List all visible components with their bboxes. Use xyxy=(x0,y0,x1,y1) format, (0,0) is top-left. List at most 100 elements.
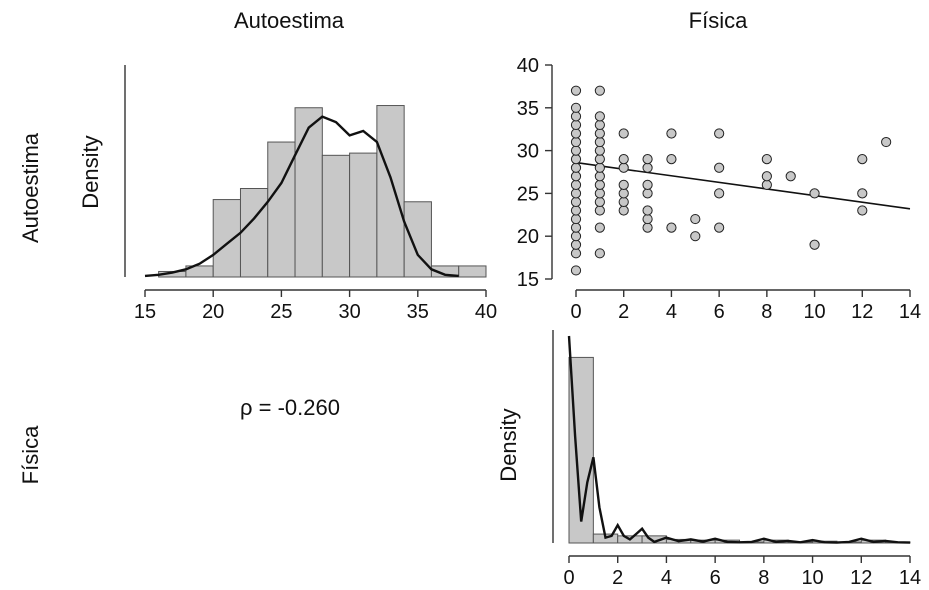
scatter-point xyxy=(570,136,582,148)
histogram-bar xyxy=(212,199,241,278)
scatter-point xyxy=(642,205,653,216)
x-tick-label: 40 xyxy=(475,301,497,323)
scatter-point xyxy=(570,171,582,182)
scatter-point xyxy=(570,179,582,190)
scatter-point xyxy=(618,162,629,173)
scatter-point xyxy=(570,265,582,276)
y-tick-label: 35 xyxy=(517,98,539,120)
correlation-coefficient: ρ = -0.260 xyxy=(240,395,340,420)
x-tick-label: 12 xyxy=(850,567,872,589)
x-tick-label: 15 xyxy=(134,301,156,323)
scatter-point xyxy=(618,205,629,216)
scatter-point xyxy=(570,119,582,131)
scatter-point xyxy=(857,154,868,165)
scatter-point xyxy=(881,136,892,148)
scatter-point xyxy=(570,145,582,156)
scatter-point xyxy=(570,213,582,225)
x-tick-label: 6 xyxy=(714,301,725,323)
scatter-point xyxy=(594,205,605,216)
column-title-autoestima: Autoestima xyxy=(234,8,345,33)
scatter-point xyxy=(785,171,796,182)
x-tick-label: 4 xyxy=(661,567,672,589)
scatter-point xyxy=(690,231,701,242)
x-tick-label: 30 xyxy=(338,301,360,323)
density-ylabel: Density xyxy=(78,135,103,208)
scatter-point xyxy=(570,85,582,96)
x-tick-label: 2 xyxy=(618,301,629,323)
histogram-bar xyxy=(458,265,487,278)
scatter-point xyxy=(570,128,582,139)
scatter-point xyxy=(594,248,605,259)
scatter-point xyxy=(570,162,582,173)
scatter-point xyxy=(594,128,605,139)
x-tick-label: 10 xyxy=(803,301,825,323)
scatter-point xyxy=(714,222,725,233)
scatter-point xyxy=(594,179,605,190)
scatter-point xyxy=(594,145,605,156)
scatter-panel: 15 20 25 30 35 40 0 2 4 6 8 10 12 14 xyxy=(517,55,921,323)
x-tick-label: 2 xyxy=(612,567,623,589)
x-tick-label: 8 xyxy=(758,567,769,589)
scatter-point xyxy=(570,248,582,259)
regression-line xyxy=(575,161,911,210)
scatter-point xyxy=(642,162,653,173)
scatter-point xyxy=(857,188,868,199)
x-tick-label: 20 xyxy=(202,301,224,323)
scatter-point xyxy=(642,222,653,233)
scatter-point xyxy=(666,222,677,233)
scatter-point xyxy=(594,119,605,131)
scatter-point xyxy=(594,136,605,148)
scatter-point xyxy=(618,154,629,165)
y-tick-label: 30 xyxy=(517,141,539,163)
scatter-point xyxy=(594,111,605,122)
scatter-point xyxy=(570,239,582,250)
scatter-point xyxy=(618,128,629,139)
scatter-point xyxy=(809,188,820,199)
x-tick-label: 10 xyxy=(801,567,823,589)
scatter-point xyxy=(594,85,605,96)
scatter-point xyxy=(642,213,653,225)
y-tick-label: 40 xyxy=(517,55,539,77)
density-curve xyxy=(144,115,459,278)
scatter-point xyxy=(570,231,582,242)
histogram-fisica-panel: Density 0 2 4 6 8 10 12 14 xyxy=(496,330,921,589)
y-tick-label: 15 xyxy=(517,269,539,291)
x-tick-label: 6 xyxy=(710,567,721,589)
y-tick-label: 25 xyxy=(517,183,539,205)
scatter-point xyxy=(570,154,582,165)
histogram-bar xyxy=(349,152,378,278)
scatter-point xyxy=(570,111,582,122)
x-tick-label: 4 xyxy=(666,301,677,323)
scatter-point xyxy=(714,188,725,199)
scatter-point xyxy=(594,222,605,233)
scatter-point xyxy=(690,213,701,225)
scatter-point xyxy=(618,179,629,190)
scatter-point xyxy=(666,154,677,165)
scatter-point xyxy=(714,162,725,173)
scatter-point xyxy=(809,239,820,250)
scatter-point xyxy=(594,171,605,182)
x-tick-label: 0 xyxy=(570,301,581,323)
histogram-autoestima-panel: Density 15 20 25 30 35 40 xyxy=(78,65,497,323)
scatter-point xyxy=(594,154,605,165)
scatter-point xyxy=(570,102,582,113)
scatter-point xyxy=(761,179,772,190)
histogram-bar xyxy=(321,154,351,278)
histogram-bar xyxy=(294,107,323,278)
scatter-point xyxy=(570,188,582,199)
scatter-point xyxy=(642,179,653,190)
scatter-point xyxy=(857,205,868,216)
histogram-bar xyxy=(376,105,405,278)
scatter-point xyxy=(642,154,653,165)
density-ylabel: Density xyxy=(496,408,521,481)
scatter-point xyxy=(594,162,605,173)
scatter-point xyxy=(570,222,582,233)
scatter-point xyxy=(594,196,605,208)
x-tick-label: 8 xyxy=(761,301,772,323)
x-tick-label: 14 xyxy=(899,567,921,589)
x-tick-label: 12 xyxy=(851,301,873,323)
scatter-point xyxy=(761,154,772,165)
y-tick-label: 20 xyxy=(517,226,539,248)
scatter-point xyxy=(761,171,772,182)
